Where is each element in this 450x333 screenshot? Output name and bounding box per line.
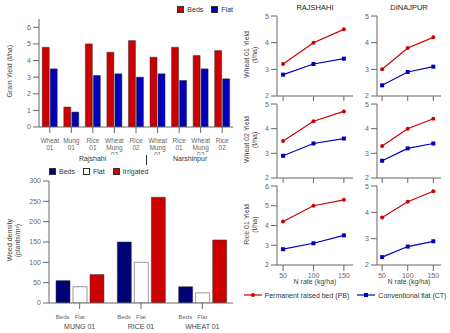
svg-text:2: 2 [27, 90, 31, 97]
svg-text:Rice01: Rice01 [86, 137, 99, 151]
html-text:Grain Yield (t/ha): Grain Yield (t/ha) [6, 44, 13, 98]
svg-text:100: 100 [29, 259, 41, 266]
svg-text:WheatMung02: WheatMung02 [191, 137, 210, 155]
svg-text:MUNG 01: MUNG 01 [64, 323, 95, 329]
svg-text:5: 5 [265, 202, 269, 209]
svg-text:1: 1 [27, 107, 31, 114]
svg-text:50: 50 [33, 279, 41, 286]
svg-text:3: 3 [27, 74, 31, 81]
svg-text:5: 5 [27, 40, 31, 47]
svg-text:50: 50 [279, 272, 287, 279]
svg-text:4: 4 [365, 39, 369, 46]
svg-text:4: 4 [365, 209, 369, 216]
svg-text:RICE 01: RICE 01 [128, 323, 155, 329]
svg-text:300: 300 [29, 177, 41, 184]
html-text:Beds: Beds [187, 5, 204, 13]
svg-text:Wheat01: Wheat01 [40, 137, 59, 151]
svg-text:Flat: Flat [136, 314, 146, 320]
svg-text:150: 150 [338, 272, 350, 279]
svg-text:0: 0 [27, 123, 31, 130]
svg-text:Beds: Beds [56, 314, 70, 320]
svg-text:3: 3 [365, 66, 369, 73]
html-text:Weed density (plants/m²): Weed density (plants/m²) [6, 218, 21, 262]
svg-text:WheatMung01: WheatMung01 [148, 137, 167, 155]
html-text:RAJSHAHI: RAJSHAHI [296, 3, 334, 12]
svg-text:Flat: Flat [197, 314, 207, 320]
svg-text:100: 100 [307, 272, 320, 279]
svg-text:0: 0 [37, 299, 41, 306]
svg-text:Beds: Beds [117, 314, 131, 320]
html-text:Conventional flat (CT): Conventional flat (CT) [378, 291, 447, 299]
svg-text:WHEAT 01: WHEAT 01 [185, 323, 219, 329]
svg-text:2: 2 [365, 174, 369, 181]
svg-text:Mung01: Mung01 [63, 137, 80, 151]
html-text:Irrigated: Irrigated [122, 167, 149, 175]
svg-text:3: 3 [265, 242, 269, 249]
svg-text:4: 4 [265, 222, 269, 229]
html-text:Beds: Beds [59, 167, 75, 175]
svg-text:150: 150 [427, 272, 440, 279]
svg-text:4: 4 [265, 39, 269, 46]
html-text:Wheat 02 Yield (t/ha): Wheat 02 Yield (t/ha) [243, 116, 258, 163]
html-text:Rice 01 Yield (t/ha): Rice 01 Yield (t/ha) [243, 203, 258, 245]
svg-text:N rate (kg/ha): N rate (kg/ha) [388, 278, 431, 286]
svg-text:200: 200 [29, 218, 41, 225]
svg-text:3: 3 [365, 235, 369, 242]
svg-text:250: 250 [29, 198, 41, 205]
svg-text:150: 150 [29, 238, 41, 245]
svg-text:2: 2 [365, 92, 369, 99]
svg-text:WheatMung02: WheatMung02 [105, 137, 124, 155]
svg-text:3: 3 [265, 150, 269, 157]
html-text:Flat: Flat [221, 5, 233, 13]
svg-text:2: 2 [265, 261, 269, 268]
svg-text:50: 50 [378, 272, 386, 279]
svg-text:3: 3 [365, 150, 369, 157]
svg-text:5: 5 [365, 101, 369, 107]
svg-text:6: 6 [27, 24, 31, 31]
svg-text:Flat: Flat [75, 314, 85, 320]
svg-text:2: 2 [265, 92, 269, 99]
svg-text:4: 4 [27, 57, 31, 64]
svg-text:Rice01: Rice01 [173, 137, 186, 151]
svg-text:6: 6 [265, 183, 269, 189]
html-text:Permanent raised bed (PB): Permanent raised bed (PB) [264, 291, 350, 299]
svg-text:Rice02: Rice02 [129, 137, 142, 151]
html-text:Narshinpur: Narshinpur [173, 155, 208, 162]
html-text:Wheat 01 Yield (t/ha): Wheat 01 Yield (t/ha) [243, 31, 258, 78]
svg-text:2: 2 [265, 174, 269, 181]
html-text:DINAJPUR: DINAJPUR [390, 3, 428, 12]
svg-text:Rice02: Rice02 [216, 137, 229, 151]
svg-text:5: 5 [365, 13, 369, 19]
svg-text:5: 5 [265, 101, 269, 107]
svg-text:3: 3 [265, 66, 269, 73]
svg-text:4: 4 [265, 125, 269, 132]
html-text:Rajshahi: Rajshahi [79, 155, 107, 162]
svg-text:Beds: Beds [178, 314, 192, 320]
svg-text:5: 5 [365, 183, 369, 189]
svg-text:5: 5 [265, 13, 269, 19]
svg-text:2: 2 [365, 261, 369, 268]
html-text:Flat: Flat [93, 167, 105, 175]
svg-text:100: 100 [401, 272, 414, 279]
svg-text:4: 4 [365, 125, 369, 132]
svg-text:N rate (kg/ha): N rate (kg/ha) [294, 278, 337, 286]
